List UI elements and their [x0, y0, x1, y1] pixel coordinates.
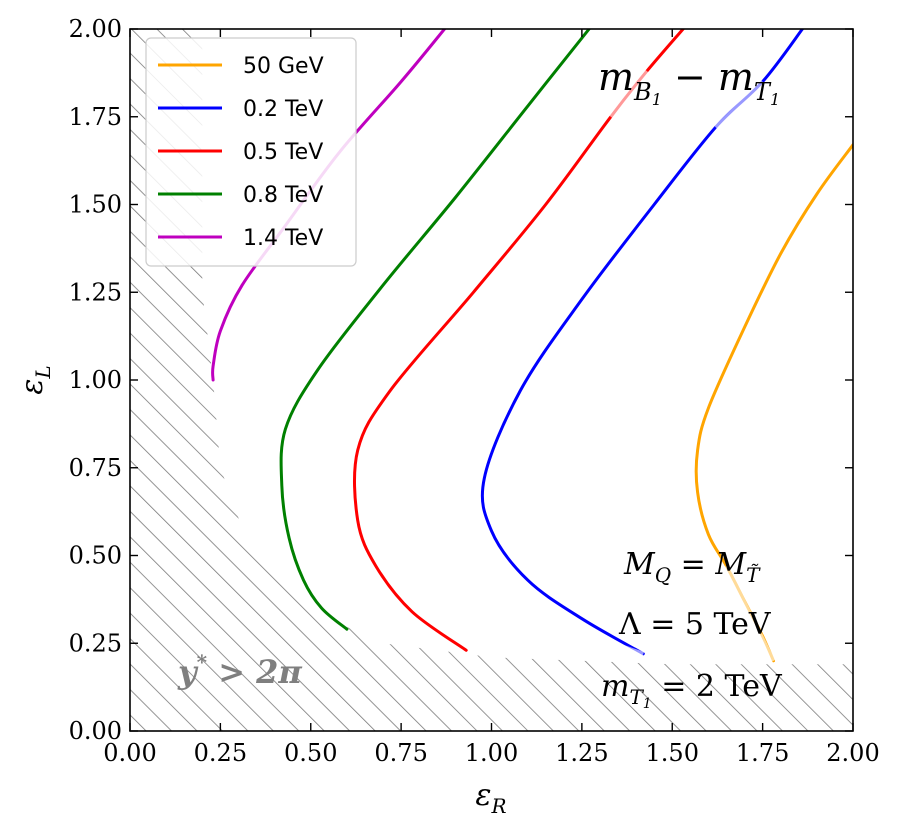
ann-MT-sub: T̃ [746, 563, 761, 587]
series-1-faded-segment-1 [592, 634, 644, 656]
tick-layer: 0.00 0.25 0.50 0.75 1.00 1.25 1.50 1.75 2.00 0.00… [69, 15, 880, 767]
legend-box [145, 37, 357, 267]
x-tick-label-6: 1.50 [646, 739, 699, 767]
y-tick-label-6: 1.50 [69, 191, 122, 219]
chart-title: mB1 − mT1 [598, 55, 780, 109]
y-axis-label: εL [15, 365, 55, 394]
excluded-region-label: y* > 2π [177, 650, 302, 691]
ann-eq: = [671, 547, 715, 582]
ann-MQ: M [623, 547, 656, 582]
y-tick-label-2: 0.50 [69, 542, 122, 570]
x-tick-label-2: 0.50 [284, 739, 337, 767]
ann-mT-rest: = 2 TeV [652, 669, 783, 704]
region-label-star: * [197, 650, 208, 674]
legend-label-0: 50 GeV [243, 54, 324, 79]
y-tick-label-1: 0.25 [69, 629, 122, 657]
x-tick-label-4: 1.00 [465, 739, 518, 767]
ann-mT-sub: T [629, 685, 644, 709]
x-tick-label-3: 0.75 [374, 739, 427, 767]
y-axis-label-sub: L [31, 365, 55, 379]
title-sub1: B [633, 78, 652, 106]
y-tick-label-4: 1.00 [69, 366, 122, 394]
region-label-rest: > 2π [207, 653, 302, 691]
legend: 50 GeV 0.2 TeV 0.5 TeV 0.8 TeV 1.4 TeV [145, 37, 357, 267]
x-tick-label-7: 1.75 [736, 739, 789, 767]
legend-items: 50 GeV 0.2 TeV 0.5 TeV 0.8 TeV 1.4 TeV [158, 54, 324, 251]
x-axis-label: εR [475, 778, 506, 818]
ann-MQ-sub: Q [655, 563, 671, 587]
x-tick-label-1: 0.25 [194, 739, 247, 767]
faded-layer [592, 69, 776, 662]
y-axis-label-epsilon: ε [15, 379, 50, 395]
series-line-3 [279, 29, 591, 631]
title-sub2-index: 1 [770, 90, 780, 109]
x-tick-label-8: 2.00 [826, 739, 879, 767]
y-tick-label-7: 1.75 [69, 103, 122, 131]
y-tick-label-0: 0.00 [69, 717, 122, 745]
series-2-faded-segment-0 [609, 69, 649, 118]
title-m2: m [718, 55, 754, 99]
x-tick-label-5: 1.25 [555, 739, 608, 767]
region-label-y: y [177, 653, 199, 691]
legend-label-3: 0.8 TeV [243, 183, 323, 208]
y-tick-label-3: 0.75 [69, 454, 122, 482]
x-axis-label-sub: R [491, 794, 507, 818]
title-sub2: T [754, 78, 772, 106]
annotation-lambda: Λ = 5 TeV [618, 607, 772, 642]
legend-label-2: 0.5 TeV [243, 140, 323, 165]
series-1-faded-segment-0 [714, 80, 765, 129]
y-tick-label-8: 2.00 [69, 15, 122, 43]
title-m1: m [598, 55, 634, 99]
y-tick-label-5: 1.25 [69, 278, 122, 306]
ann-mT-sub-index: 1 [643, 696, 652, 712]
title-minus: − [662, 55, 718, 99]
series-0-faded-segment-0 [724, 565, 776, 662]
annotation-mass-relation: MQ = MT̃ [623, 547, 761, 587]
ann-MT: M [714, 547, 747, 582]
legend-label-1: 0.2 TeV [243, 97, 323, 122]
series-line-0 [694, 143, 853, 663]
legend-label-4: 1.4 TeV [243, 226, 323, 251]
x-tick-label-0: 0.00 [103, 739, 156, 767]
ann-mT: m [601, 669, 629, 704]
annotation-mass-t1: mT1 = 2 TeV [601, 669, 783, 712]
x-axis-label-epsilon: ε [475, 778, 491, 813]
title-sub1-index: 1 [652, 90, 662, 109]
